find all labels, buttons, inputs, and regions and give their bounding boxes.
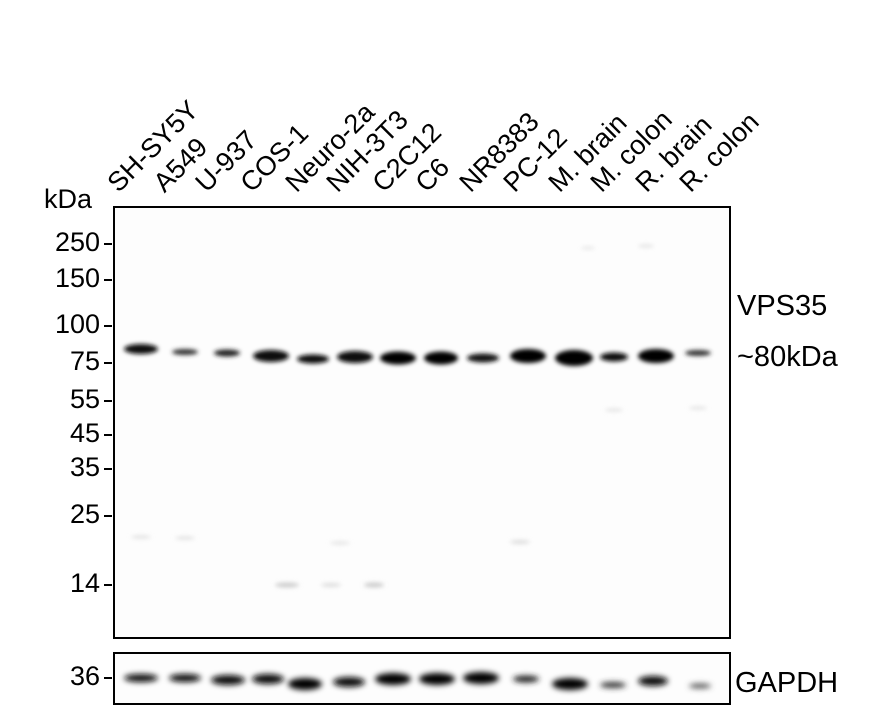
- target-size-label: ~80kDa: [737, 341, 838, 373]
- marker-label: 75: [69, 346, 100, 376]
- target-band: [214, 349, 240, 357]
- loading-control-band: [513, 675, 539, 683]
- marker-tick: [104, 677, 112, 679]
- target-band: [424, 351, 458, 365]
- loading-control-marker-label: 36: [69, 661, 100, 691]
- marker-tick: [104, 468, 112, 470]
- target-protein-label: VPS35: [737, 290, 828, 322]
- loading-control-band: [288, 678, 322, 690]
- target-band: [638, 349, 674, 363]
- marker-label: 45: [69, 418, 100, 448]
- loading-control-band: [211, 675, 245, 685]
- marker-tick: [104, 515, 112, 517]
- target-band: [297, 354, 329, 364]
- loading-control-band: [638, 676, 668, 686]
- target-band: [600, 352, 628, 362]
- loading-control-band: [419, 673, 455, 685]
- target-band: [124, 344, 158, 354]
- target-band: [337, 351, 373, 363]
- marker-tick: [104, 243, 112, 245]
- unit-label: kDa: [44, 184, 93, 214]
- marker-label: 100: [54, 309, 100, 339]
- marker-tick: [104, 279, 112, 281]
- marker-tick: [104, 325, 112, 327]
- loading-control-band: [552, 678, 588, 690]
- target-band: [253, 350, 289, 362]
- target-band: [685, 350, 711, 356]
- loading-control-band: [124, 674, 158, 682]
- marker-label: 150: [54, 263, 100, 293]
- marker-tick: [104, 584, 112, 586]
- marker-label: 25: [69, 499, 100, 529]
- target-band: [510, 349, 546, 363]
- loading-control-band: [333, 677, 365, 687]
- target-band: [467, 353, 499, 363]
- marker-label: 55: [69, 384, 100, 414]
- loading-control-band: [600, 682, 626, 688]
- main-blot-panel: [113, 206, 731, 639]
- target-band: [172, 349, 198, 355]
- loading-control-band: [169, 674, 201, 682]
- loading-control-band: [252, 674, 284, 684]
- loading-control-label: GAPDH: [735, 667, 839, 699]
- target-band: [555, 350, 593, 366]
- loading-control-band: [375, 673, 411, 685]
- loading-control-band: [689, 683, 711, 689]
- marker-tick: [104, 362, 112, 364]
- marker-tick: [104, 400, 112, 402]
- marker-label: 14: [69, 568, 100, 598]
- loading-control-band: [463, 672, 499, 684]
- marker-label: 250: [54, 227, 100, 257]
- marker-tick: [104, 434, 112, 436]
- target-band: [380, 351, 416, 365]
- marker-label: 35: [69, 452, 100, 482]
